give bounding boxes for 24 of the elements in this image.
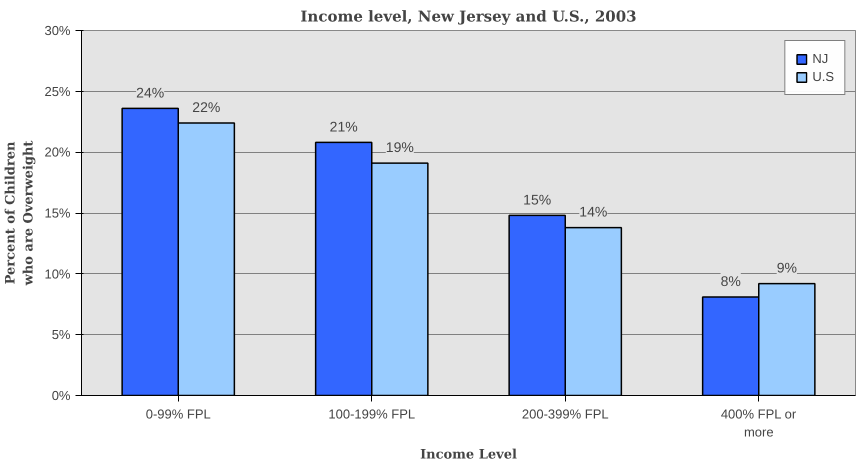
x-tick-label: 100-199% FPL	[328, 406, 416, 422]
data-label: 22%	[192, 98, 220, 115]
y-tick-label: 5%	[52, 327, 71, 342]
legend-label: U.S	[812, 69, 834, 84]
x-axis-title: Income Level	[420, 448, 517, 462]
x-tick-label: 0-99% FPL	[146, 406, 211, 422]
data-label: 15%	[523, 191, 552, 208]
x-tick-label: 200-399% FPL	[522, 406, 609, 422]
y-tick-label: 20%	[44, 144, 71, 160]
data-label: 9%	[776, 260, 797, 276]
chart-title: Income level, New Jersey and U.S., 2003	[300, 8, 637, 26]
y-axis-title: Percent of Children who are Overweight	[3, 140, 36, 286]
legend-label: NJ	[812, 51, 830, 66]
x-tick-label: 400% FPL or more	[720, 406, 797, 440]
y-tick-label: 10%	[44, 266, 71, 282]
data-label: 8%	[720, 272, 741, 289]
data-label: 19%	[386, 139, 414, 156]
data-label: 24%	[136, 84, 164, 100]
y-tick-label: 30%	[44, 23, 71, 38]
data-label: 21%	[330, 118, 358, 134]
y-tick-label: 25%	[44, 84, 71, 99]
y-tick-label: 0%	[52, 388, 71, 403]
y-tick-label: 15%	[44, 206, 71, 220]
data-label: 14%	[579, 204, 608, 220]
